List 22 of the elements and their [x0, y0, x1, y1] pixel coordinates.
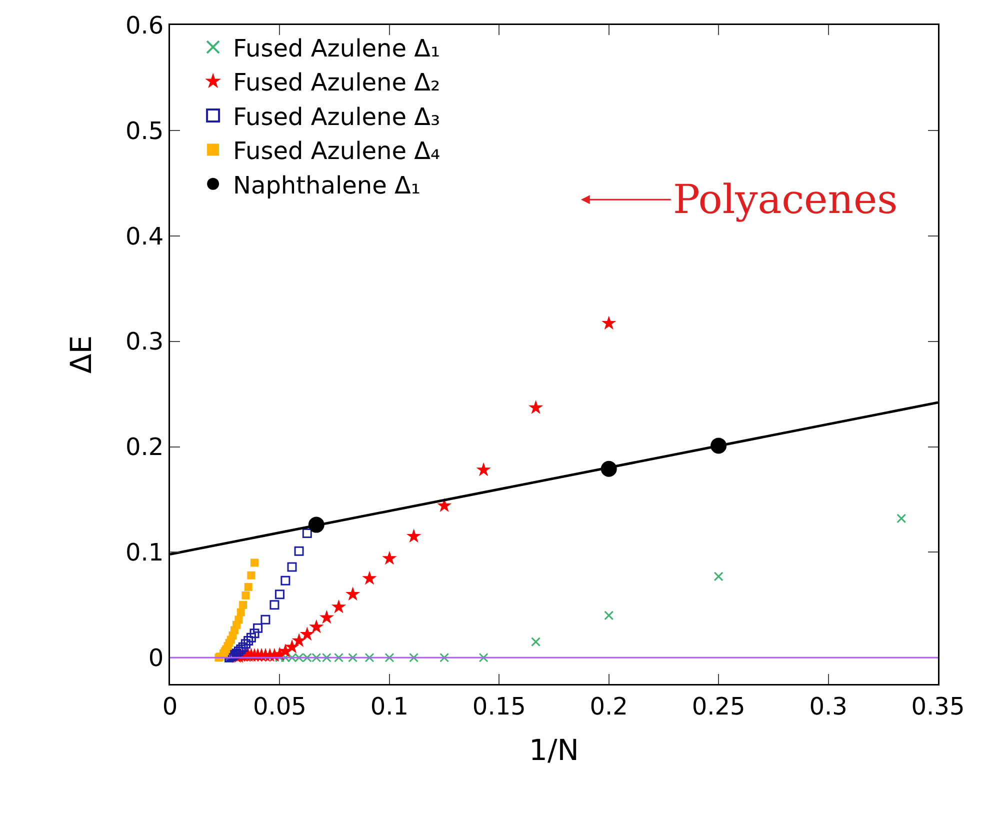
x-tick-label: 0.15: [472, 692, 526, 720]
legend-label: Naphthalene Δ₁: [233, 171, 421, 200]
x-tick-label: 0.05: [252, 692, 306, 720]
x-tick-label: 0.25: [692, 692, 746, 720]
y-tick-label: 0.6: [126, 11, 164, 40]
legend-label: Fused Azulene Δ₄: [233, 137, 440, 166]
y-axis-title: ΔE: [64, 335, 98, 374]
legend-label: Fused Azulene Δ₃: [233, 102, 440, 131]
annotation: Polyacenes: [673, 177, 898, 223]
legend-label: Fused Azulene Δ₂: [233, 68, 440, 97]
x-axis-title: 1/N: [529, 732, 579, 767]
y-tick-label: 0.4: [126, 222, 164, 250]
x-tick-label: 0.1: [370, 692, 409, 720]
y-tick-label: 0.2: [126, 433, 164, 462]
y-tick-label: 0.1: [126, 538, 164, 567]
legend-label: Fused Azulene Δ₁: [233, 34, 440, 62]
x-tick-label: 0.2: [590, 692, 628, 720]
x-tick-label: 0.35: [911, 692, 965, 720]
y-tick-label: 0.3: [126, 328, 164, 356]
x-tick-label: 0.3: [809, 692, 848, 720]
y-tick-label: 0: [148, 644, 164, 672]
y-tick-label: 0.5: [126, 116, 164, 145]
